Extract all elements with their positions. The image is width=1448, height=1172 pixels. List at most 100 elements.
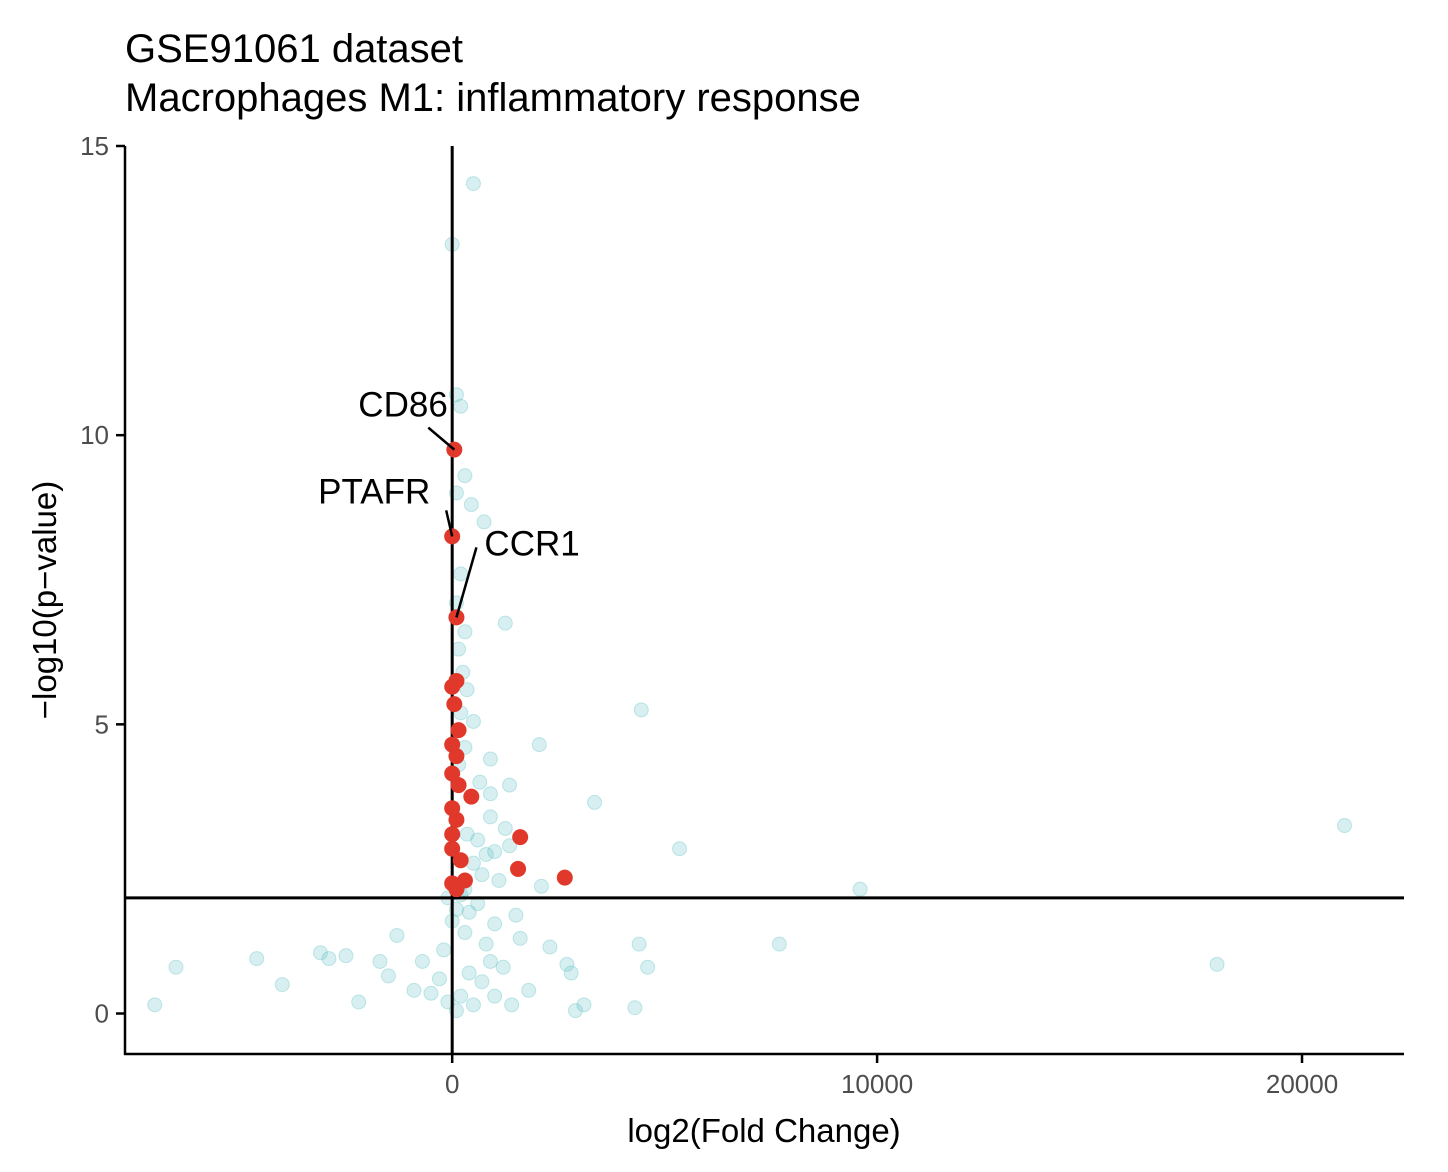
highlight-point (448, 881, 465, 898)
background-point (461, 965, 477, 981)
highlight-point (444, 840, 461, 857)
background-point (406, 982, 422, 998)
background-point (627, 1000, 643, 1016)
background-point (478, 846, 494, 862)
highlight-point (448, 672, 465, 689)
background-point (531, 737, 547, 753)
background-point (567, 1003, 583, 1019)
background-point (389, 927, 405, 943)
background-point (576, 997, 592, 1013)
x-tick-label: 10000 (841, 1069, 913, 1099)
highlight-point (463, 788, 480, 805)
background-point (1337, 818, 1353, 834)
background-point (771, 936, 787, 952)
background-point (502, 838, 518, 854)
background-point (508, 907, 524, 923)
background-point (852, 881, 868, 897)
background-point (587, 794, 603, 810)
background-point (321, 951, 337, 967)
background-point (512, 930, 528, 946)
background-point (453, 398, 469, 414)
x-tick-label: 20000 (1266, 1069, 1338, 1099)
background-point (672, 841, 688, 857)
axes: 0 10000 20000 0 5 10 15 (80, 131, 1404, 1099)
reference-lines (125, 146, 1404, 1054)
background-point (147, 997, 163, 1013)
highlight-point (556, 869, 573, 886)
background-point (521, 982, 537, 998)
background-points-layer (147, 176, 1353, 1019)
gene-label: CCR1 (484, 524, 579, 563)
highlight-point (446, 696, 463, 713)
background-point (465, 713, 481, 729)
background-point (495, 959, 511, 975)
x-tick-label: 0 (445, 1069, 459, 1099)
background-point (465, 176, 481, 192)
y-tick-label: 10 (80, 420, 109, 450)
background-point (474, 974, 490, 990)
background-point (465, 997, 481, 1013)
background-point (559, 956, 575, 972)
highlight-point (448, 811, 465, 828)
background-point (482, 809, 498, 825)
background-point (504, 997, 520, 1013)
annotation-leader-line (455, 547, 478, 618)
background-point (351, 994, 367, 1010)
highlight-point (450, 722, 467, 739)
background-point (249, 951, 265, 967)
background-point (168, 959, 184, 975)
background-point (453, 566, 469, 582)
highlight-point (450, 777, 467, 794)
gene-label: CD86 (358, 386, 447, 425)
background-point (487, 916, 503, 932)
background-point (487, 844, 503, 860)
background-point (1209, 956, 1225, 972)
background-point (633, 702, 649, 718)
background-point (472, 774, 488, 790)
background-point (470, 832, 486, 848)
background-point (457, 624, 473, 640)
background-point (478, 936, 494, 952)
background-point (476, 514, 492, 530)
background-point (474, 867, 490, 883)
highlight-point (452, 852, 469, 869)
background-point (380, 968, 396, 984)
annotation-layer: CD86 PTAFR CCR1 (318, 386, 580, 618)
background-point (563, 965, 579, 981)
background-point (457, 468, 473, 484)
background-point (436, 942, 452, 958)
background-point (459, 682, 475, 698)
annotation-leader-line (444, 510, 454, 537)
highlight-point (510, 860, 527, 877)
background-point (631, 936, 647, 952)
background-point (312, 945, 328, 961)
y-tick-label: 15 (80, 131, 109, 161)
gene-label: PTAFR (318, 472, 430, 511)
annotation-leader-line (427, 426, 456, 451)
background-point (457, 925, 473, 941)
background-point (542, 939, 558, 955)
background-point (274, 977, 290, 993)
background-point (431, 971, 447, 987)
background-point (491, 872, 507, 888)
x-axis-label: log2(Fold Change) (627, 1112, 900, 1149)
y-tick-label: 5 (95, 709, 109, 739)
background-point (487, 988, 503, 1004)
highlight-point (444, 826, 461, 843)
chart-title: GSE91061 dataset (125, 27, 463, 71)
highlight-point (512, 829, 529, 846)
background-point (453, 988, 469, 1004)
y-tick-label: 0 (95, 999, 109, 1029)
background-point (482, 953, 498, 969)
background-point (372, 953, 388, 969)
background-point (533, 878, 549, 894)
background-point (482, 786, 498, 802)
background-point (463, 497, 479, 513)
background-point (640, 959, 656, 975)
background-point (482, 751, 498, 767)
background-point (423, 985, 439, 1001)
background-point (502, 777, 518, 793)
y-axis-label: −log10(p−value) (26, 481, 63, 720)
highlight-point (448, 748, 465, 765)
